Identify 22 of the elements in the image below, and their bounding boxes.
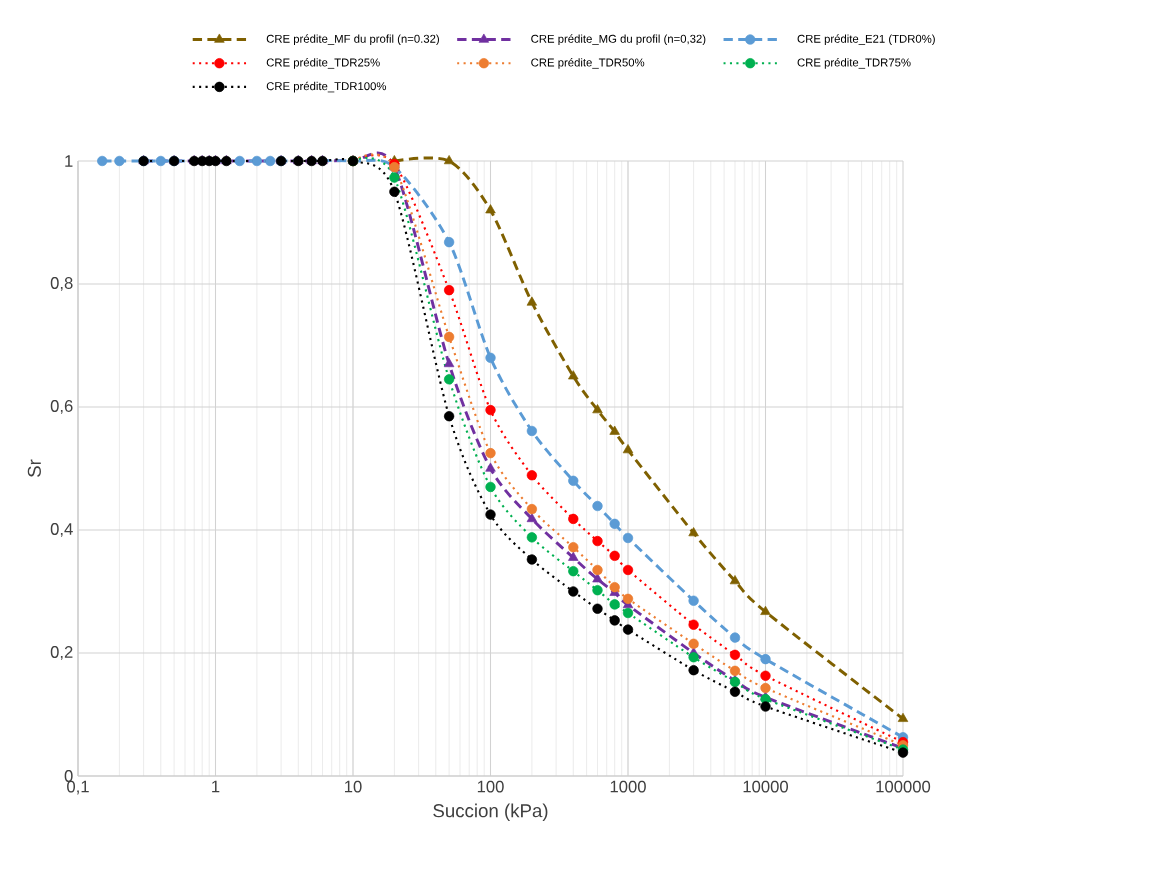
legend-label: CRE prédite_MF du profil (n=0.32) [266, 34, 439, 46]
x-tick-label: 0,1 [67, 780, 89, 795]
x-tick-label: 10 [345, 780, 362, 793]
y-tick-label: 0,2 [50, 646, 73, 660]
y-axis-title: Sr [27, 459, 41, 477]
legend-label: CRE prédite_MG du profil (n=0,32) [531, 34, 706, 46]
y-tick-label: 0,6 [50, 400, 73, 414]
legend-label: CRE prédite_TDR100% [266, 81, 387, 93]
legend-label: CRE prédite_TDR50% [531, 58, 645, 69]
legend-label: CRE prédite_TDR25% [266, 58, 380, 69]
x-axis-title: Succion (kPa) [433, 803, 548, 822]
x-tick-label: 100000 [876, 780, 931, 793]
y-tick-label: 0,4 [50, 523, 73, 537]
legend-label: CRE prédite_E21 (TDR0%) [797, 34, 935, 46]
x-tick-label: 100 [477, 780, 504, 793]
legend-label: CRE prédite_TDR75% [797, 58, 911, 69]
x-tick-label: 10000 [743, 780, 789, 793]
x-tick-label: 1 [212, 780, 220, 793]
y-tick-label: 0 [64, 770, 73, 782]
y-tick-label: 0,8 [50, 277, 73, 291]
y-tick-label: 1 [65, 155, 73, 167]
x-tick-label: 1000 [610, 780, 646, 793]
